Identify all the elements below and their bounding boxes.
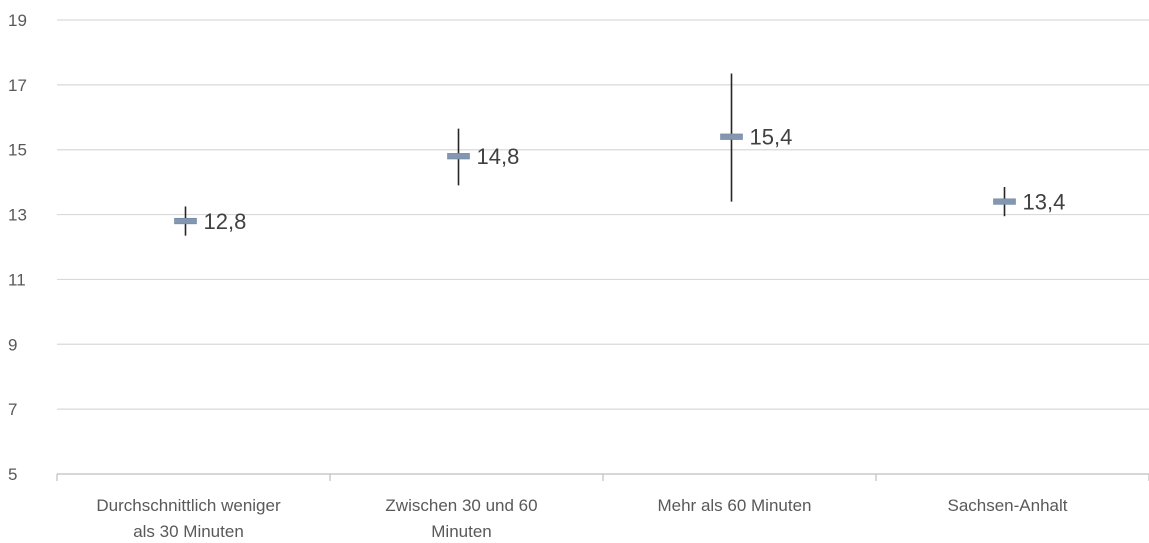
y-tick-label-17: 17 (8, 76, 27, 95)
x-axis-category-labels: Durchschnittlich weniger als 30 Minuten Zw… (96, 496, 1067, 541)
data-labels: 12,8 14,8 15,4 13,4 (204, 125, 1066, 234)
data-label-1: 14,8 (477, 144, 520, 169)
y-axis-tick-labels: 5 7 9 11 13 15 17 19 (8, 11, 27, 484)
data-marker-1 (447, 153, 470, 160)
y-tick-label-13: 13 (8, 206, 27, 225)
y-tick-label-15: 15 (8, 141, 27, 160)
y-tick-label-19: 19 (8, 11, 27, 30)
x-category-label-1: Zwischen 30 und 60 Minuten (385, 496, 537, 541)
y-tick-label-11: 11 (8, 270, 26, 289)
y-tick-label-7: 7 (8, 400, 17, 419)
data-label-2: 15,4 (750, 125, 793, 150)
x-category-label-0: Durchschnittlich weniger als 30 Minuten (96, 496, 281, 541)
x-category-label-3: Sachsen-Anhalt (947, 496, 1067, 515)
data-label-3: 13,4 (1023, 190, 1066, 215)
data-marker-3 (993, 198, 1016, 205)
y-tick-label-9: 9 (8, 335, 17, 354)
x-category-label-2: Mehr als 60 Minuten (657, 496, 811, 515)
data-markers (174, 133, 1016, 225)
error-bars (184, 73, 1006, 236)
x-axis (56, 473, 1149, 481)
data-marker-2 (720, 133, 743, 140)
gridlines (57, 19, 1149, 410)
data-marker-0 (174, 217, 197, 225)
data-label-0: 12,8 (204, 209, 247, 234)
y-tick-label-5: 5 (8, 465, 17, 484)
